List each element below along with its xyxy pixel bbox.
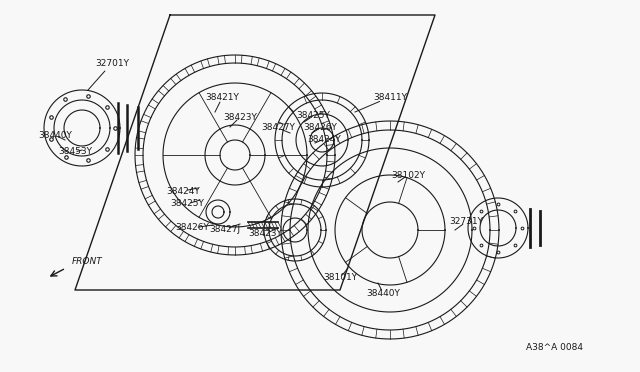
- Text: 38421Y: 38421Y: [205, 93, 239, 103]
- Text: 38101Y: 38101Y: [323, 273, 357, 282]
- Text: 38423Y: 38423Y: [223, 112, 257, 122]
- Text: 38425Y: 38425Y: [296, 112, 330, 121]
- Text: A38^A 0084: A38^A 0084: [527, 343, 584, 353]
- Text: 38440Y: 38440Y: [366, 289, 400, 298]
- Text: 38102Y: 38102Y: [391, 170, 425, 180]
- Text: 38426Y: 38426Y: [303, 124, 337, 132]
- Text: 38440Y: 38440Y: [38, 131, 72, 140]
- Text: 32701Y: 32701Y: [95, 58, 129, 67]
- Text: 38424Y: 38424Y: [166, 186, 200, 196]
- Text: 38427Y: 38427Y: [261, 124, 295, 132]
- Text: FRONT: FRONT: [72, 257, 103, 266]
- Text: 38426Y: 38426Y: [175, 224, 209, 232]
- Text: 38423Y: 38423Y: [248, 230, 282, 238]
- Text: 32731Y: 32731Y: [449, 218, 483, 227]
- Text: 38427J: 38427J: [209, 224, 241, 234]
- Text: 38424Y: 38424Y: [307, 135, 341, 144]
- Text: 38453Y: 38453Y: [58, 148, 92, 157]
- Text: 38425Y: 38425Y: [170, 199, 204, 208]
- Text: 38411Y: 38411Y: [373, 93, 407, 102]
